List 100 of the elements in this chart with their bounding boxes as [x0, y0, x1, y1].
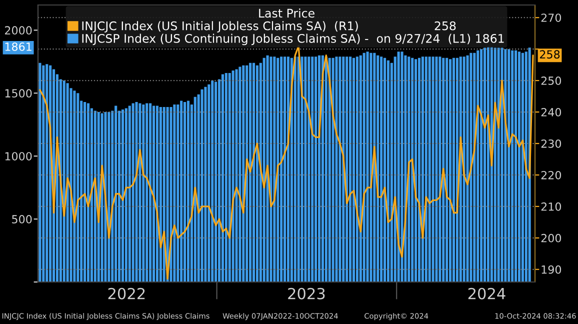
bar [400, 52, 404, 282]
bar [294, 56, 296, 282]
bar [283, 56, 286, 282]
bar [435, 56, 438, 282]
bar [518, 52, 521, 282]
legend-title: Last Price [259, 8, 314, 18]
bar [149, 103, 152, 282]
bar [84, 102, 86, 282]
bar [242, 65, 245, 282]
bar [304, 56, 307, 282]
bar [238, 66, 242, 282]
bar [173, 104, 176, 282]
bar [314, 56, 318, 282]
bar [480, 49, 483, 282]
bar [180, 100, 183, 282]
x-tick-label: 2023 [288, 288, 325, 300]
bar [500, 48, 504, 282]
bar [256, 65, 258, 282]
bar [76, 93, 80, 282]
bar [211, 80, 214, 282]
bar [204, 86, 207, 282]
bar [362, 52, 366, 282]
y2-tick-label: 190 [542, 265, 562, 274]
y-tick-label: 500 [12, 215, 32, 224]
bar [346, 56, 348, 282]
bar [46, 64, 48, 282]
bar [208, 84, 210, 282]
y2-tick-label: 270 [541, 14, 562, 22]
bar [124, 108, 128, 282]
bar [38, 62, 42, 282]
bar [428, 56, 431, 282]
text: 1861 [5, 42, 32, 51]
bar [311, 56, 314, 282]
bar [132, 103, 134, 282]
bar [411, 58, 414, 282]
bar [146, 103, 148, 282]
bar [159, 106, 162, 282]
bar [135, 102, 138, 282]
bar [466, 55, 469, 282]
data-label: 258 [540, 50, 560, 59]
bar [235, 69, 238, 282]
bar [176, 104, 180, 282]
bar [483, 48, 486, 282]
bar [224, 72, 228, 282]
bar [335, 56, 338, 282]
bar [514, 50, 518, 282]
bar [342, 56, 345, 282]
bar [524, 52, 528, 282]
bar [252, 62, 256, 282]
bar [138, 103, 142, 282]
bar [328, 58, 331, 282]
bar [386, 60, 390, 282]
y-tick-label: 1000 [5, 152, 32, 160]
bar [370, 52, 372, 282]
bar [324, 56, 328, 282]
y2-tick-label: 240 [541, 108, 562, 116]
bar [383, 58, 386, 282]
bar [249, 62, 252, 282]
x-tick-label: 2022 [108, 288, 145, 300]
bar [266, 55, 269, 282]
y2-tick-label: 210 [541, 202, 562, 211]
bar [276, 58, 280, 282]
bar [170, 106, 172, 282]
bar [308, 56, 310, 282]
bar [270, 56, 272, 282]
bar [73, 90, 76, 282]
bar [128, 106, 131, 282]
bar [376, 55, 380, 282]
bar [214, 82, 218, 282]
bar [486, 46, 490, 282]
bar [42, 65, 45, 282]
y-tick-label: 2000 [4, 26, 32, 35]
bar [104, 112, 107, 282]
bar [114, 106, 118, 282]
x-tick-label: 2024 [468, 288, 506, 300]
line-series [39, 45, 534, 280]
bar [300, 56, 304, 282]
bar [228, 72, 231, 282]
bar [232, 70, 234, 282]
bar [424, 56, 428, 282]
bar [332, 58, 334, 282]
bar [338, 56, 342, 282]
bar [438, 56, 442, 282]
y2-tick-label: 250 [541, 76, 562, 85]
bar [297, 56, 300, 282]
bar [452, 58, 456, 282]
bar [142, 104, 145, 282]
bar [476, 50, 480, 282]
bar [446, 58, 448, 282]
y-tick-label: 1500 [5, 89, 32, 98]
bar [352, 58, 356, 282]
bar [449, 59, 452, 282]
bar [86, 103, 90, 282]
bar [380, 56, 383, 282]
bar [442, 58, 445, 282]
legend-label: INJCJC Index (US Initial Jobless Claims SA) (R1) 258 [82, 21, 456, 32]
bar [473, 52, 476, 282]
bar [462, 56, 466, 282]
bar [184, 102, 186, 282]
y2-tick-label: 230 [541, 139, 562, 148]
